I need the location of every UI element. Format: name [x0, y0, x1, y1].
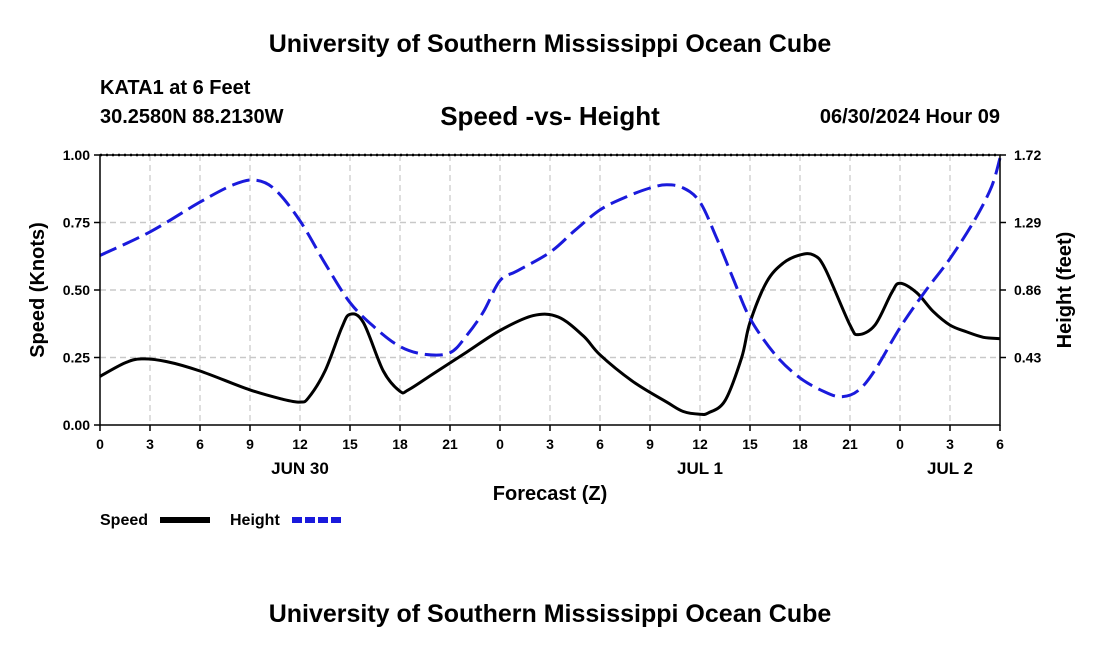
y-left-tick-label: 1.00	[63, 147, 90, 163]
x-tick-label: 21	[442, 436, 458, 452]
x-tick-label: 15	[742, 436, 758, 452]
y-right-tick-label: 1.29	[1014, 215, 1041, 231]
x-axis-label: Forecast (Z)	[493, 483, 607, 505]
x-tick-label: 6	[596, 436, 604, 452]
legend-label-height: Height	[230, 512, 280, 529]
x-tick-label: 0	[496, 436, 504, 452]
y-right-tick-label: 0.43	[1014, 350, 1041, 366]
x-tick-label: 18	[792, 436, 808, 452]
chart-title: Speed -vs- Height	[440, 101, 660, 131]
x-tick-label: 0	[96, 436, 104, 452]
x-tick-label: 9	[246, 436, 254, 452]
x-tick-label: 0	[896, 436, 904, 452]
header-title-bottom: University of Southern Mississippi Ocean…	[268, 600, 832, 628]
header-title-top: University of Southern Mississippi Ocean…	[268, 30, 832, 58]
day-label: JUL 2	[927, 459, 973, 478]
y-right-tick-label: 0.86	[1014, 282, 1041, 298]
day-label: JUN 30	[271, 459, 329, 478]
y-axis-right-label: Height (feet)	[1054, 232, 1076, 349]
y-axis-left-label: Speed (Knots)	[27, 222, 49, 358]
x-tick-label: 9	[646, 436, 654, 452]
legend: Speed Height	[100, 512, 342, 529]
x-tick-label: 21	[842, 436, 858, 452]
x-tick-label: 6	[196, 436, 204, 452]
x-tick-label: 12	[292, 436, 308, 452]
station-coordinates: 30.2580N 88.2130W	[100, 106, 284, 128]
legend-label-speed: Speed	[100, 512, 148, 529]
grid	[100, 154, 1000, 425]
y-left-tick-label: 0.25	[63, 350, 90, 366]
series-line-speed	[99, 252, 1001, 416]
x-tick-label: 3	[146, 436, 154, 452]
x-tick-label: 18	[392, 436, 408, 452]
x-tick-label: 3	[946, 436, 954, 452]
x-tick-label: 3	[546, 436, 554, 452]
y-left-tick-label: 0.50	[63, 282, 90, 298]
x-tick-label: 12	[692, 436, 708, 452]
station-label: KATA1 at 6 Feet	[100, 77, 251, 99]
x-tick-label: 6	[996, 436, 1004, 452]
y-right-tick-label: 1.72	[1014, 147, 1041, 163]
x-tick-label: 15	[342, 436, 358, 452]
forecast-datetime: 06/30/2024 Hour 09	[819, 106, 1000, 128]
day-label: JUL 1	[677, 459, 723, 478]
y-left-tick-label: 0.00	[63, 417, 90, 433]
series	[99, 157, 1002, 416]
y-left-tick-label: 0.75	[63, 215, 90, 231]
series-line-height	[99, 157, 1002, 399]
axes: 0 3 6 9 12 15 18 21 0 3 6 9 12 15 18 21 0 3 6 JUN 30 JUL 1 JU…	[63, 147, 1042, 478]
